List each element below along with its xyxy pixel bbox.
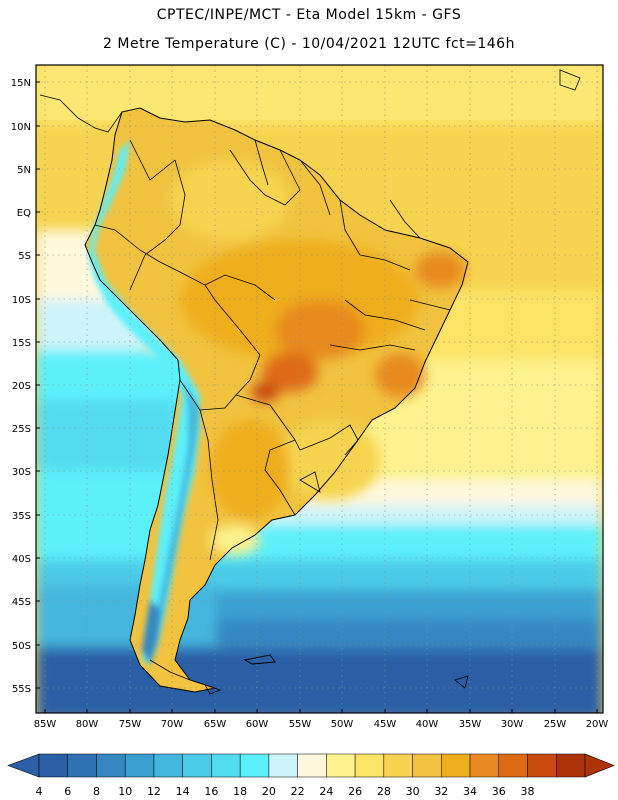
colorbar-label: 24 xyxy=(319,785,333,798)
lon-label: 45W xyxy=(374,719,397,730)
map-frame xyxy=(35,64,604,714)
colorbar-swatch xyxy=(182,753,212,778)
colorbar-label: 28 xyxy=(377,785,391,798)
colorbar-label: 10 xyxy=(118,785,132,798)
lat-label: 35S xyxy=(12,511,31,522)
colorbar-swatch xyxy=(498,753,528,778)
lon-label: 40W xyxy=(416,719,439,730)
lat-label: 5N xyxy=(17,165,31,176)
colorbar-label: 38 xyxy=(521,785,535,798)
lat-label: EQ xyxy=(17,208,31,219)
title-line-2: 2 Metre Temperature (C) - 10/04/2021 12U… xyxy=(103,36,515,52)
title-line-1: CPTEC/INPE/MCT - Eta Model 15km - GFS xyxy=(156,7,462,23)
colorbar-label: 34 xyxy=(463,785,477,798)
lon-label: 75W xyxy=(119,719,142,730)
lon-label: 70W xyxy=(161,719,184,730)
colorbar-label: 18 xyxy=(233,785,247,798)
colorbar-label: 22 xyxy=(291,785,305,798)
colorbar-label: 20 xyxy=(262,785,276,798)
colorbar-swatch xyxy=(124,753,155,778)
lat-label: 10S xyxy=(12,295,31,306)
lat-label: 10N xyxy=(11,122,31,133)
lat-label: 50S xyxy=(12,641,31,652)
colorbar-swatch xyxy=(96,753,126,778)
colorbar-swatch xyxy=(211,753,241,778)
colorbar-label: 14 xyxy=(176,785,190,798)
colorbar-swatch xyxy=(67,753,97,778)
lon-label: 55W xyxy=(289,719,312,730)
lat-label: 30S xyxy=(12,467,31,478)
colorbar-label: 30 xyxy=(406,785,420,798)
colorbar-label: 6 xyxy=(64,785,71,798)
lat-label: 20S xyxy=(12,381,31,392)
colorbar-swatch xyxy=(527,753,557,778)
colorbar-high-arrow xyxy=(584,753,615,778)
latitude-axis: 15N 10N 5N EQ 5S 10S 15S 20S 25S 30S 35S… xyxy=(11,78,40,695)
lat-label: 55S xyxy=(12,684,31,695)
lon-label: 30W xyxy=(501,719,524,730)
lat-label: 25S xyxy=(12,424,31,435)
lon-label: 50W xyxy=(331,719,354,730)
temperature-field xyxy=(36,65,603,713)
colorbar-swatch xyxy=(441,753,471,778)
north-ocean-tint xyxy=(36,65,603,120)
colorbar-low-arrow xyxy=(7,753,40,778)
lat-label: 15S xyxy=(12,338,31,349)
colorbar-swatch xyxy=(383,753,413,778)
colorbar-label: 26 xyxy=(348,785,362,798)
colorbar-swatch xyxy=(556,753,586,778)
colorbar-label: 12 xyxy=(147,785,161,798)
colorbar-label: 4 xyxy=(36,785,43,798)
colorbar-swatch xyxy=(412,753,442,778)
lon-label: 85W xyxy=(34,719,57,730)
lat-label: 45S xyxy=(12,597,31,608)
lat-label: 40S xyxy=(12,554,31,565)
colorbar-swatch xyxy=(354,753,385,778)
lat-label: 5S xyxy=(18,251,31,262)
colorbar-swatch xyxy=(297,753,327,778)
lon-label: 20W xyxy=(586,719,609,730)
graticule xyxy=(36,65,603,713)
colorbar-swatch xyxy=(268,753,298,778)
lon-label: 35W xyxy=(459,719,482,730)
colorbar-swatch xyxy=(239,753,270,778)
lon-label: 25W xyxy=(544,719,567,730)
colorbar: 4 6 8 10 12 14 16 18 20 22 24 26 28 30 32 34 36 38 xyxy=(7,753,615,798)
colorbar-swatch xyxy=(469,753,500,778)
colorbar-swatch xyxy=(153,753,183,778)
colorbar-label: 36 xyxy=(492,785,506,798)
lon-label: 60W xyxy=(246,719,269,730)
colorbar-label: 32 xyxy=(434,785,448,798)
colorbar-label: 16 xyxy=(204,785,218,798)
lon-label: 65W xyxy=(204,719,227,730)
colorbar-swatch xyxy=(326,753,356,778)
country-borders xyxy=(39,69,581,695)
lon-label: 80W xyxy=(76,719,99,730)
colorbar-swatch xyxy=(38,753,68,778)
longitude-axis: 85W 80W 75W 70W 65W 60W 55W 50W 45W 40W … xyxy=(34,709,609,730)
lat-label: 15N xyxy=(11,78,31,89)
colorbar-label: 8 xyxy=(93,785,100,798)
